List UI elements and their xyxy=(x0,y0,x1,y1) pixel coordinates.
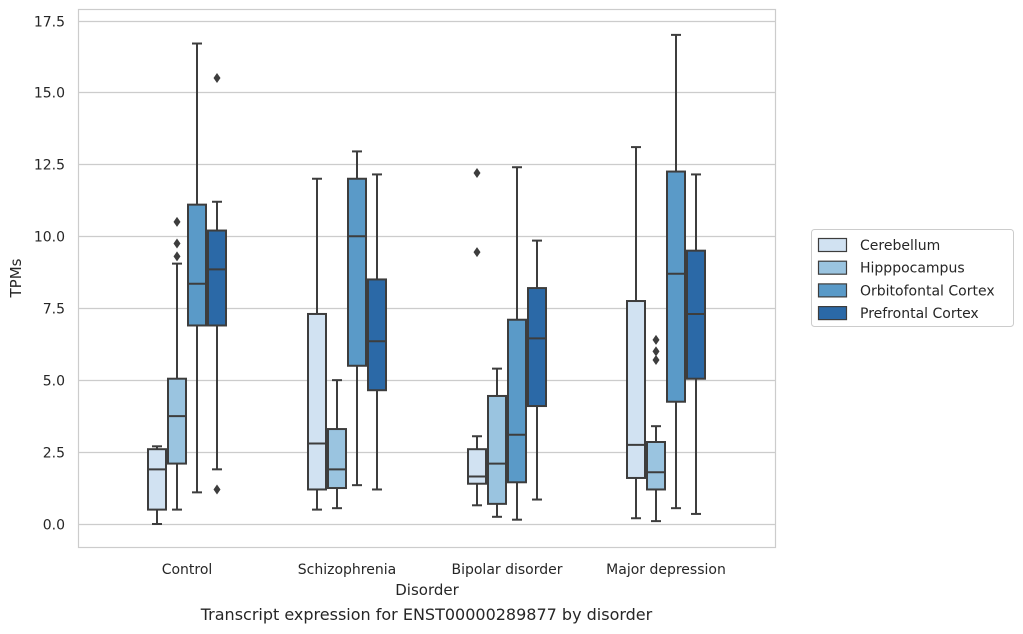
box-cerebellum xyxy=(307,177,327,511)
box-cerebellum xyxy=(626,146,646,520)
box-orbitofontal-cortex xyxy=(666,33,686,510)
box-iqr xyxy=(527,287,547,408)
box-hipppocampus xyxy=(646,334,666,523)
box-iqr xyxy=(646,441,666,491)
box-prefrontal-cortex xyxy=(686,173,706,515)
outlier-point xyxy=(213,484,221,495)
box-iqr xyxy=(367,278,387,392)
x-tick-labels: Control Schizophrenia Bipolar disorder Majo… xyxy=(162,562,726,578)
y-tick-label: 5.0 xyxy=(43,374,65,390)
x-axis-label: Disorder xyxy=(395,581,459,599)
outlier-point xyxy=(213,73,221,84)
outlier-point xyxy=(173,238,181,249)
box-orbitofontal-cortex xyxy=(347,150,367,487)
x-tick-label: Bipolar disorder xyxy=(451,562,562,578)
box-hipppocampus xyxy=(487,367,507,518)
plot-area-frame xyxy=(77,8,777,549)
y-tick-label: 10.0 xyxy=(34,230,65,246)
chart-caption: Transcript expression for ENST0000028987… xyxy=(200,605,653,624)
box-series xyxy=(147,33,706,525)
box-iqr xyxy=(327,428,347,490)
y-tick-label: 7.5 xyxy=(43,302,65,318)
legend-swatch xyxy=(817,283,848,298)
box-hipppocampus xyxy=(167,216,187,511)
outlier-point xyxy=(652,346,660,357)
y-tick-label: 17.5 xyxy=(34,15,65,31)
y-tick-label: 12.5 xyxy=(34,158,65,174)
box-iqr xyxy=(187,203,207,327)
y-axis-label: TPMs xyxy=(7,258,25,298)
legend-label: Orbitofontal Cortex xyxy=(860,283,995,299)
box-iqr xyxy=(307,312,327,491)
x-tick-label: Control xyxy=(162,562,213,578)
x-tick-label: Schizophrenia xyxy=(298,562,396,578)
box-prefrontal-cortex xyxy=(207,73,227,495)
legend-swatch xyxy=(817,306,848,321)
y-tick-labels: 0.0 2.5 5.0 7.5 10.0 12.5 15.0 17.5 xyxy=(34,15,65,534)
legend-label: Hipppocampus xyxy=(860,261,965,277)
box-iqr xyxy=(487,394,507,505)
x-tick-label: Major depression xyxy=(606,562,726,578)
outlier-point xyxy=(652,334,660,345)
legend-swatch xyxy=(817,260,848,275)
box-iqr xyxy=(167,377,187,465)
y-tick-label: 15.0 xyxy=(34,86,65,102)
box-iqr xyxy=(147,448,167,511)
legend-entries: Cerebellum Hipppocampus Orbitofontal Corte… xyxy=(817,237,995,322)
box-orbitofontal-cortex xyxy=(187,42,207,494)
box-prefrontal-cortex xyxy=(527,239,547,501)
box-iqr xyxy=(467,448,487,485)
outlier-point xyxy=(473,167,481,178)
legend-swatch xyxy=(817,237,848,253)
box-orbitofontal-cortex xyxy=(507,166,527,521)
box-cerebellum xyxy=(147,445,167,525)
box-cerebellum xyxy=(467,167,487,507)
outlier-point xyxy=(652,355,660,366)
legend-frame xyxy=(811,229,1014,327)
legend-label: Cerebellum xyxy=(860,238,940,254)
y-tick-label: 0.0 xyxy=(43,518,65,534)
box-iqr xyxy=(347,177,367,367)
outlier-point xyxy=(173,216,181,227)
legend-label: Prefrontal Cortex xyxy=(860,306,979,322)
legend: Cerebellum Hipppocampus Orbitofontal Corte… xyxy=(811,229,1014,327)
box-iqr xyxy=(626,300,646,479)
box-iqr xyxy=(207,229,227,327)
box-iqr xyxy=(666,170,686,403)
outlier-point xyxy=(473,247,481,258)
box-prefrontal-cortex xyxy=(367,173,387,491)
y-tick-label: 2.5 xyxy=(43,446,65,462)
outlier-point xyxy=(173,251,181,262)
box-iqr xyxy=(507,318,527,484)
box-hipppocampus xyxy=(327,379,347,510)
